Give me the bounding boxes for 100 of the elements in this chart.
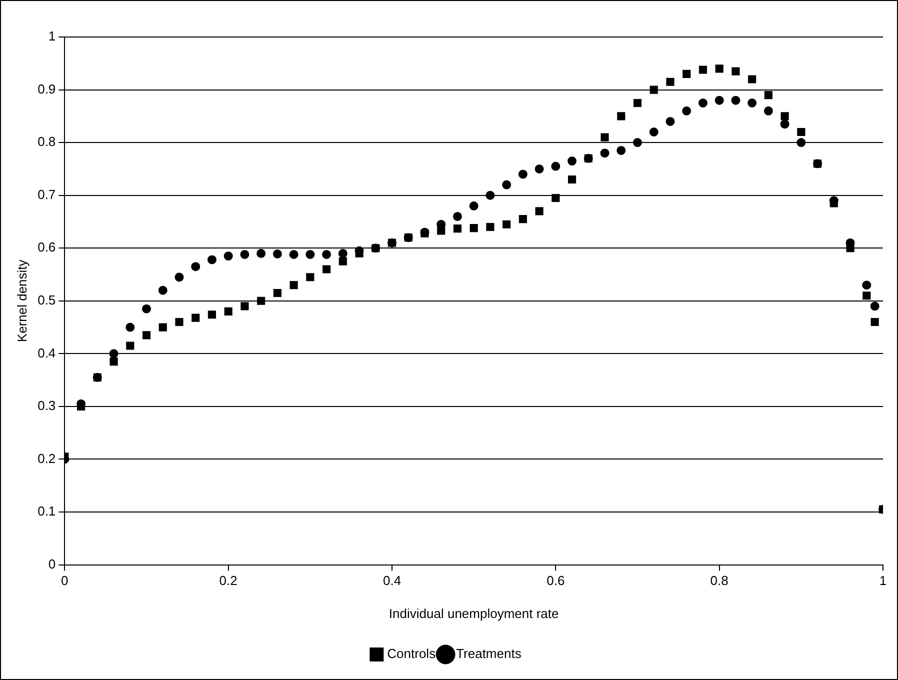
point xyxy=(846,244,854,252)
point xyxy=(600,133,609,142)
point xyxy=(372,244,380,252)
y-tick-label: 0.1 xyxy=(38,504,56,519)
point xyxy=(862,280,872,290)
point xyxy=(142,304,152,314)
point xyxy=(796,138,806,148)
y-tick-label: 0.7 xyxy=(38,186,56,202)
point xyxy=(698,98,708,108)
y-tick-label: 0.9 xyxy=(38,81,56,96)
y-axis-title: Kernel density xyxy=(14,259,30,342)
point xyxy=(584,154,592,162)
point xyxy=(650,86,658,94)
point xyxy=(797,128,806,136)
point xyxy=(174,272,184,282)
point xyxy=(568,156,577,166)
point xyxy=(535,207,544,216)
x-tick-label: 0.8 xyxy=(710,573,728,588)
x-tick-label: 0 xyxy=(61,573,68,588)
point xyxy=(551,162,560,171)
y-tick-label: 0.2 xyxy=(38,450,56,466)
point xyxy=(682,70,691,78)
y-tick-label: 0.3 xyxy=(38,398,56,414)
point xyxy=(290,281,298,290)
point xyxy=(240,250,250,259)
y-tick-label: 0.8 xyxy=(38,134,56,150)
point xyxy=(502,220,511,228)
point xyxy=(191,262,200,272)
point xyxy=(649,128,658,137)
point xyxy=(748,75,756,84)
point xyxy=(338,257,347,266)
x-tick-label: 0.4 xyxy=(382,573,402,588)
point xyxy=(175,318,184,326)
y-tick-label: 0.4 xyxy=(38,345,56,360)
point xyxy=(830,199,838,208)
point xyxy=(93,373,102,382)
point xyxy=(748,98,757,108)
point xyxy=(518,215,527,224)
point xyxy=(633,98,642,108)
point xyxy=(616,146,626,155)
point xyxy=(306,250,315,259)
point xyxy=(109,349,118,358)
point xyxy=(633,138,642,148)
point xyxy=(208,310,216,319)
legend-label: Treatments xyxy=(456,646,522,662)
point xyxy=(388,238,396,247)
point xyxy=(452,212,462,221)
point xyxy=(158,323,167,332)
point xyxy=(355,249,364,258)
point xyxy=(240,302,249,310)
point xyxy=(207,255,216,264)
point xyxy=(486,222,494,232)
x-axis-title: Individual unemployment rate xyxy=(388,606,559,621)
point xyxy=(192,314,200,322)
point xyxy=(764,91,772,100)
point xyxy=(600,148,610,158)
x-tick-label: 1 xyxy=(879,573,887,588)
point xyxy=(306,273,314,282)
point xyxy=(322,250,332,259)
point xyxy=(77,402,86,410)
point xyxy=(158,286,168,295)
point xyxy=(731,96,740,105)
point xyxy=(289,250,298,259)
point xyxy=(568,175,576,184)
point xyxy=(469,201,478,210)
point xyxy=(617,112,626,120)
x-tick-label: 0.6 xyxy=(546,573,565,588)
point xyxy=(257,296,266,305)
point xyxy=(666,116,675,126)
point xyxy=(273,288,282,298)
point xyxy=(224,307,232,316)
point xyxy=(126,342,134,350)
point xyxy=(502,180,512,190)
point xyxy=(338,248,348,258)
point xyxy=(666,78,674,86)
point xyxy=(698,66,708,74)
point xyxy=(870,318,879,326)
point xyxy=(552,194,560,202)
point xyxy=(780,112,789,120)
point xyxy=(256,248,266,258)
legend-label: Controls xyxy=(387,646,436,662)
point xyxy=(453,224,462,233)
point xyxy=(862,292,871,300)
point xyxy=(764,106,773,116)
point xyxy=(142,331,151,340)
point xyxy=(272,249,282,258)
y-tick-label: 0.5 xyxy=(38,292,56,308)
y-tick-label: 1 xyxy=(48,28,56,44)
y-tick-label: 0.6 xyxy=(38,240,56,255)
point xyxy=(322,265,331,274)
y-tick-label: 0 xyxy=(48,556,56,572)
point xyxy=(486,190,495,200)
point xyxy=(518,170,528,179)
x-tick-label: 0.2 xyxy=(219,573,238,588)
point xyxy=(437,226,446,235)
point xyxy=(870,302,880,311)
point xyxy=(814,160,822,168)
point xyxy=(780,120,790,129)
point xyxy=(110,358,118,366)
point xyxy=(404,234,412,242)
